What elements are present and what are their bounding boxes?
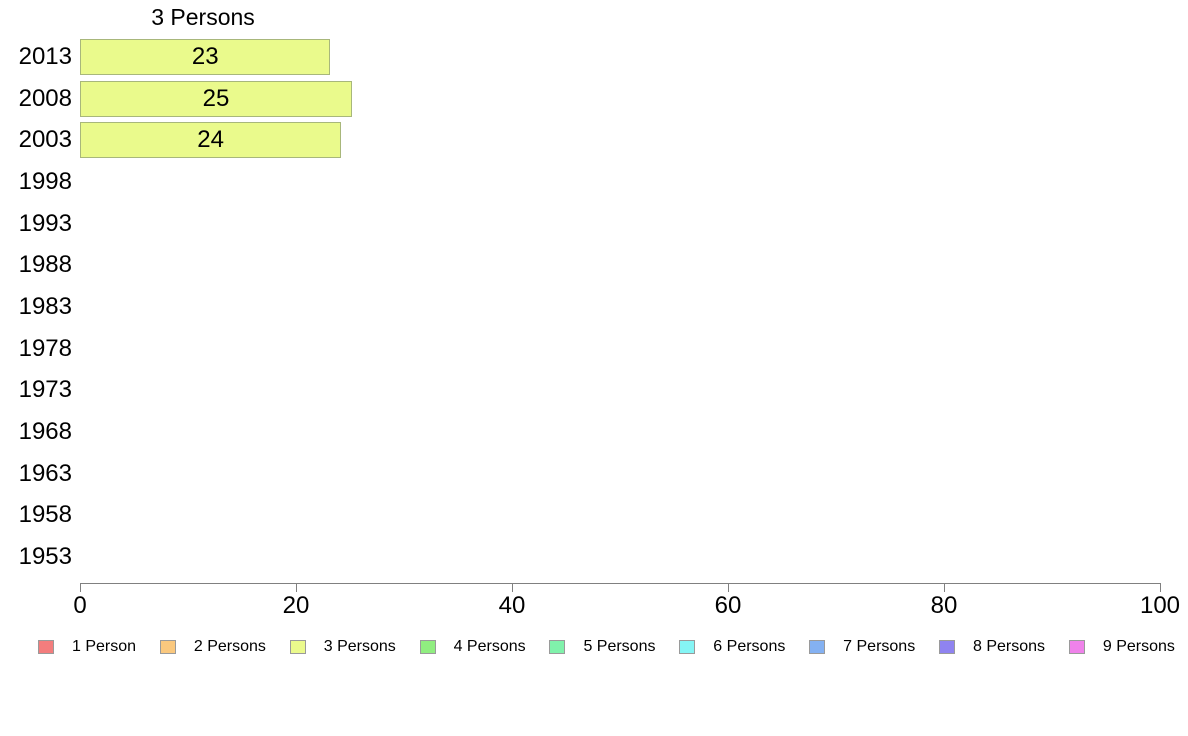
- bar-value-label: 23: [191, 42, 219, 70]
- y-axis-label: 1963: [18, 459, 72, 487]
- y-axis-label: 2013: [18, 42, 72, 70]
- bar: 25: [80, 80, 352, 117]
- legend-item: 1 Person: [38, 638, 136, 656]
- x-axis-tick-label: 20: [282, 592, 310, 619]
- x-axis-tick: [1160, 583, 1161, 592]
- legend-item: 8 Persons: [939, 638, 1045, 656]
- legend-label: 8 Persons: [973, 638, 1046, 655]
- legend-label: 5 Persons: [583, 638, 656, 655]
- chart-row: 2013 23: [0, 36, 1188, 78]
- legend-swatch-icon: [38, 640, 54, 654]
- y-axis-label: 1993: [18, 209, 72, 237]
- x-axis-tick-label: 40: [498, 592, 526, 619]
- x-axis-tick: [80, 583, 81, 592]
- x-axis-tick-label: 60: [714, 592, 742, 619]
- bar-value-label: 25: [202, 84, 230, 112]
- legend-item: 9 Persons: [1068, 638, 1175, 656]
- y-axis-label: 1978: [18, 334, 72, 362]
- bar: 24: [80, 122, 342, 159]
- legend-label: 1 Person: [72, 638, 137, 655]
- y-axis-label: 1983: [18, 292, 72, 320]
- legend-label: 7 Persons: [843, 638, 916, 655]
- legend-swatch-icon: [939, 640, 956, 654]
- x-axis-tick-label: 100: [1139, 592, 1181, 619]
- legend-item: 4 Persons: [419, 638, 526, 656]
- chart-row: 1988: [0, 244, 1188, 286]
- legend-item: 3 Persons: [289, 638, 396, 656]
- plot-area: 2013 23 2008 25 2003 24 1998 1993 1988 1983 1978 19…: [0, 36, 1188, 578]
- legend: 1 Person 2 Persons 3 Persons 4 Persons 5 Per…: [38, 636, 1175, 658]
- chart-title: 3 Persons: [151, 4, 255, 30]
- chart-row: 2008 25: [0, 78, 1188, 120]
- chart-row: 1973: [0, 370, 1188, 412]
- x-axis-tick: [296, 583, 297, 592]
- legend-swatch-icon: [549, 640, 566, 654]
- x-axis-tick-label: 0: [73, 592, 87, 619]
- legend-label: 6 Persons: [713, 638, 786, 655]
- chart-row: 1983: [0, 286, 1188, 328]
- bar: 23: [80, 38, 331, 75]
- legend-item: 6 Persons: [679, 638, 785, 656]
- legend-label: 3 Persons: [323, 638, 396, 655]
- y-axis-label: 1998: [18, 167, 72, 195]
- legend-item: 5 Persons: [549, 638, 655, 656]
- legend-swatch-icon: [809, 640, 826, 654]
- y-axis-label: 1958: [18, 501, 72, 529]
- chart-row: 1978: [0, 328, 1188, 370]
- x-axis-tick: [728, 583, 729, 592]
- chart-row: 1968: [0, 411, 1188, 453]
- x-axis-line: [80, 583, 1161, 584]
- legend-swatch-icon: [159, 640, 176, 654]
- x-axis-tick: [944, 583, 945, 592]
- legend-swatch-icon: [1068, 640, 1085, 654]
- legend-label: 2 Persons: [193, 638, 266, 655]
- chart-row: 1953: [0, 536, 1188, 578]
- y-axis-label: 1973: [18, 376, 72, 404]
- chart-row: 1993: [0, 203, 1188, 245]
- legend-swatch-icon: [679, 640, 696, 654]
- bar-value-label: 24: [197, 126, 224, 154]
- chart-row: 2003 24: [0, 119, 1188, 161]
- y-axis-label: 1968: [18, 418, 72, 446]
- y-axis-label: 2008: [18, 84, 72, 112]
- y-axis-label: 1953: [18, 543, 72, 571]
- legend-label: 4 Persons: [453, 638, 526, 655]
- x-axis-tick: [512, 583, 513, 592]
- chart-row: 1998: [0, 161, 1188, 203]
- chart-row: 1963: [0, 453, 1188, 495]
- legend-item: 7 Persons: [809, 638, 915, 656]
- y-axis-label: 1988: [18, 251, 72, 279]
- legend-swatch-icon: [289, 640, 306, 654]
- legend-item: 2 Persons: [159, 638, 266, 656]
- x-axis-tick-label: 80: [930, 592, 958, 619]
- legend-label: 9 Persons: [1102, 638, 1175, 655]
- chart-row: 1958: [0, 495, 1188, 537]
- y-axis-label: 2003: [18, 126, 72, 154]
- legend-swatch-icon: [419, 640, 436, 654]
